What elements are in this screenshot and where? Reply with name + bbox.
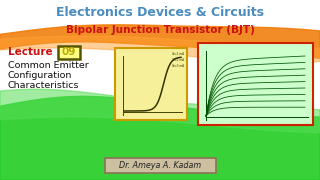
Text: Dr. Ameya A. Kadam: Dr. Ameya A. Kadam bbox=[119, 161, 201, 170]
Text: Ib=1 mA: Ib=1 mA bbox=[172, 52, 184, 56]
Text: Lecture: Lecture bbox=[8, 47, 52, 57]
Text: Bipolar Junction Transistor (BJT): Bipolar Junction Transistor (BJT) bbox=[66, 25, 254, 35]
Text: Common Emitter: Common Emitter bbox=[8, 60, 89, 69]
Text: Electronics Devices & Circuits: Electronics Devices & Circuits bbox=[56, 6, 264, 19]
Text: Configuration: Configuration bbox=[8, 71, 72, 80]
FancyBboxPatch shape bbox=[58, 46, 79, 58]
FancyBboxPatch shape bbox=[198, 43, 313, 125]
Text: 09: 09 bbox=[61, 47, 76, 57]
Text: Characteristics: Characteristics bbox=[8, 80, 79, 89]
FancyBboxPatch shape bbox=[115, 48, 187, 120]
FancyBboxPatch shape bbox=[105, 158, 215, 172]
Text: Ib=2 mA: Ib=2 mA bbox=[172, 58, 184, 62]
Text: Ib=3 mA: Ib=3 mA bbox=[172, 64, 184, 68]
